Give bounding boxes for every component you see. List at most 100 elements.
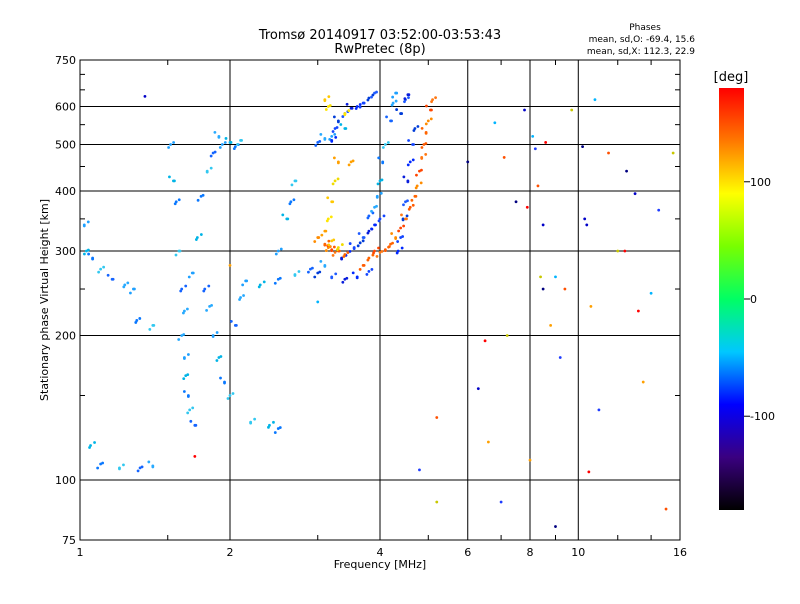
data-point xyxy=(541,223,545,227)
data-point xyxy=(505,334,509,337)
data-point xyxy=(334,135,338,139)
data-point xyxy=(323,137,327,141)
data-point xyxy=(330,134,334,138)
data-point xyxy=(220,143,224,146)
data-point xyxy=(286,217,290,221)
data-point xyxy=(323,99,327,103)
data-point xyxy=(625,169,628,173)
data-point xyxy=(151,465,155,469)
data-point xyxy=(228,263,232,267)
data-point xyxy=(366,216,370,220)
data-point xyxy=(377,219,381,223)
x-tick-label: 16 xyxy=(673,546,687,559)
data-point xyxy=(96,466,100,470)
data-point xyxy=(194,423,198,427)
data-point xyxy=(377,156,381,160)
data-point xyxy=(86,220,90,224)
data-point xyxy=(583,217,587,221)
data-point xyxy=(420,157,424,160)
data-point xyxy=(311,266,314,270)
data-point xyxy=(358,105,362,109)
y-tick-label: 300 xyxy=(55,245,76,258)
data-point xyxy=(375,204,378,208)
data-point xyxy=(224,137,228,140)
data-point xyxy=(229,319,233,323)
data-point xyxy=(374,223,377,227)
data-point xyxy=(636,309,640,313)
data-point xyxy=(182,333,186,336)
data-point xyxy=(320,233,324,237)
data-point xyxy=(193,455,197,458)
data-point xyxy=(400,213,403,217)
data-point xyxy=(649,291,653,295)
data-point xyxy=(240,138,243,142)
data-point xyxy=(211,335,215,338)
data-point xyxy=(486,440,490,444)
data-point xyxy=(316,300,320,304)
y-axis-label: Stationary phase Virtual Height [km] xyxy=(38,199,51,401)
data-point xyxy=(218,146,222,149)
data-point xyxy=(329,215,333,219)
data-point xyxy=(377,246,380,250)
data-point xyxy=(323,243,327,247)
data-point xyxy=(525,205,529,209)
data-point xyxy=(205,309,208,312)
data-point xyxy=(419,181,423,185)
data-point xyxy=(593,98,597,102)
data-point xyxy=(106,273,110,277)
data-point xyxy=(82,224,86,228)
data-point xyxy=(148,327,152,331)
data-point xyxy=(99,267,103,271)
data-point xyxy=(382,214,386,218)
data-point xyxy=(205,170,209,174)
data-point xyxy=(367,270,371,273)
data-point xyxy=(403,97,407,101)
data-point xyxy=(407,139,410,142)
data-point xyxy=(399,226,403,230)
data-point xyxy=(335,126,339,129)
data-point xyxy=(87,252,91,256)
data-point xyxy=(333,251,337,254)
data-point xyxy=(348,242,352,245)
data-point xyxy=(340,243,344,246)
data-point xyxy=(499,500,503,504)
data-point xyxy=(136,469,140,473)
data-point xyxy=(420,126,424,130)
phases-label: Phases xyxy=(629,23,661,33)
data-point xyxy=(385,115,388,119)
data-point xyxy=(424,131,428,135)
data-point xyxy=(403,100,406,104)
data-point xyxy=(390,232,394,235)
data-point xyxy=(327,239,331,243)
data-point xyxy=(408,160,412,164)
data-point xyxy=(177,198,181,202)
data-point xyxy=(405,217,408,221)
data-point xyxy=(236,142,239,146)
data-point xyxy=(91,257,95,261)
data-point xyxy=(354,107,358,110)
data-point xyxy=(273,281,277,285)
data-point xyxy=(340,257,344,261)
data-point xyxy=(219,376,222,380)
data-point xyxy=(234,323,238,327)
data-point xyxy=(395,108,399,111)
y-tick-label: 400 xyxy=(55,185,76,198)
data-point xyxy=(336,120,340,124)
data-point xyxy=(228,394,232,397)
data-point xyxy=(514,200,518,204)
data-point xyxy=(424,153,428,156)
data-point xyxy=(178,249,182,253)
data-point xyxy=(201,193,205,197)
data-point xyxy=(365,273,369,276)
data-point xyxy=(313,240,317,243)
data-point xyxy=(319,259,323,263)
data-point xyxy=(358,241,362,245)
data-point xyxy=(111,277,115,281)
data-point xyxy=(558,356,562,359)
y-tick-label: 500 xyxy=(55,139,76,152)
data-point xyxy=(544,141,548,144)
data-point xyxy=(152,323,156,327)
data-point xyxy=(346,251,350,254)
x-tick-label: 1 xyxy=(77,546,84,559)
